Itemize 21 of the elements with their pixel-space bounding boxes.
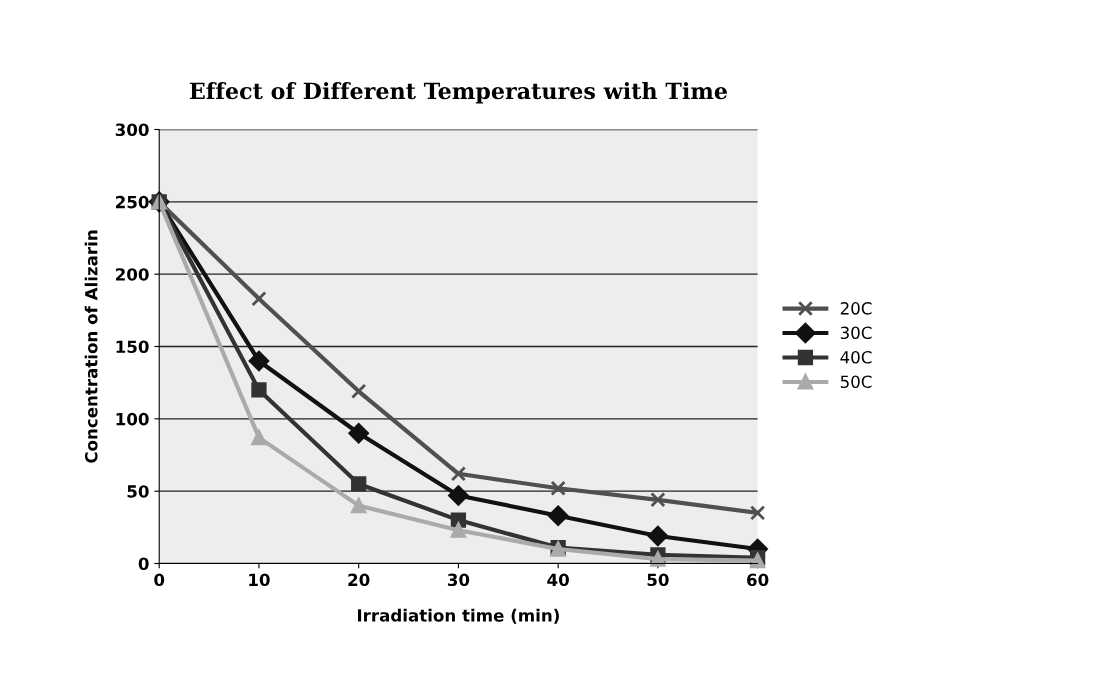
legend-label: 40C <box>840 350 872 364</box>
y-tick-label: 300 <box>115 123 149 137</box>
legend-label: 30C <box>840 326 872 340</box>
x-tick-label: 30 <box>447 573 470 587</box>
x-tick-label: 0 <box>154 573 165 587</box>
legend-label: 50C <box>840 375 872 389</box>
x-tick-label: 40 <box>547 573 569 587</box>
legend-label: 20C <box>840 302 872 315</box>
x-axis-title: Irradiation time (min) <box>357 608 559 624</box>
x-tick-label: 10 <box>249 573 270 587</box>
x-tick-label: 20 <box>348 573 370 587</box>
chart-title: Effect of Different Temperatures with Time <box>189 82 727 104</box>
y-tick-label: 100 <box>116 412 149 426</box>
y-tick-label: 200 <box>116 268 149 281</box>
x-tick-label: 50 <box>647 573 669 587</box>
y-tick-label: 50 <box>127 485 149 498</box>
y-tick-label: 250 <box>116 195 149 209</box>
x-tick-label: 60 <box>747 573 769 587</box>
y-tick-label: 0 <box>138 557 149 571</box>
y-axis-title: Concentration of Alizarin <box>84 230 98 463</box>
y-tick-label: 150 <box>116 340 149 354</box>
